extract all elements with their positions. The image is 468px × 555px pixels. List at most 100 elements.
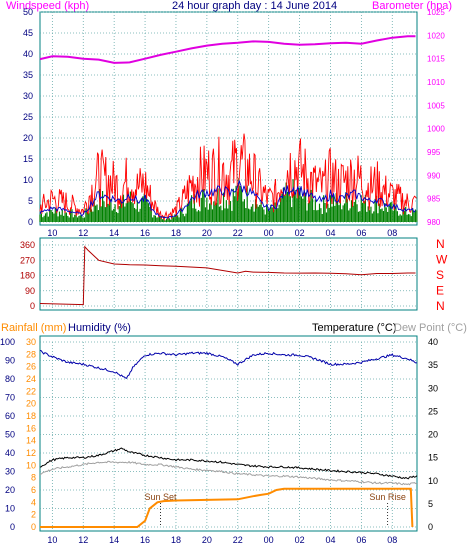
wind-axis-tick-label: 40	[23, 49, 33, 59]
compass-label: N	[436, 299, 445, 313]
rain-axis-tick-label: 26	[26, 362, 36, 372]
temperature-axis-tick-label: 40	[428, 337, 438, 347]
barometer-line	[39, 35, 416, 64]
temperature-axis-tick-label: 30	[428, 383, 438, 393]
wind-x-tick-label: 12	[78, 228, 88, 238]
temperature-axis-tick-label: 15	[428, 453, 438, 463]
temperature-x-tick-label: 06	[356, 535, 366, 545]
direction-axis-tick-label: 0	[30, 301, 35, 311]
barometer-axis-title: Barometer (hpa)	[372, 0, 452, 12]
wind-x-tick-label: 22	[233, 228, 243, 238]
humidity-axis-tick-label: 30	[5, 467, 15, 477]
wind-axis-tick-label: 25	[23, 112, 33, 122]
rain-axis-tick-label: 0	[31, 522, 36, 532]
direction-axis-tick-label: 360	[20, 240, 35, 250]
wind-x-tick-label: 08	[387, 228, 397, 238]
compass-label: W	[436, 253, 448, 267]
humidity-axis-tick-label: 60	[5, 411, 15, 421]
rainfall-axis-title: Rainfall (mm)	[1, 322, 66, 334]
direction-axis-tick-label: 180	[20, 271, 35, 281]
wind-axis-tick-label: 45	[23, 28, 33, 38]
humidity-axis-tick-label: 90	[5, 356, 15, 366]
rainfall-line	[40, 487, 414, 528]
barometer-axis-tick-label: 1000	[427, 125, 445, 134]
temperature-x-tick-label: 18	[171, 535, 181, 545]
temperature-x-tick-label: 02	[295, 535, 305, 545]
temperature-x-tick-label: 12	[78, 535, 88, 545]
rain-axis-tick-label: 2	[31, 510, 36, 520]
wind-axis-tick-label: 20	[23, 133, 33, 143]
temperature-axis-tick-label: 35	[428, 360, 438, 370]
wind-axis-tick-label: 15	[23, 154, 33, 164]
barometer-axis-tick-label: 1025	[427, 8, 445, 17]
humidity-axis-tick-label: 20	[5, 485, 15, 495]
humidity-axis-tick-label: 80	[5, 374, 15, 384]
rain-axis-tick-label: 14	[26, 436, 36, 446]
barometer-axis-tick-label: 1005	[427, 101, 445, 110]
chart-title: 24 hour graph day : 14 June 2014	[172, 0, 337, 12]
wind-x-tick-label: 14	[109, 228, 119, 238]
rain-axis-tick-label: 12	[26, 448, 36, 458]
compass-label: N	[436, 237, 445, 251]
dewpoint-line	[39, 460, 418, 486]
wind-x-tick-label: 00	[264, 228, 274, 238]
rain-axis-tick-label: 20	[26, 399, 36, 409]
rain-axis-tick-label: 16	[26, 423, 36, 433]
rain-axis-tick-label: 18	[26, 411, 36, 421]
sunset-label: Sun Set	[145, 492, 178, 502]
rain-axis-tick-label: 28	[26, 349, 36, 359]
rain-axis-tick-label: 24	[26, 374, 36, 384]
temperature-axis-tick-label: 10	[428, 476, 438, 486]
temperature-x-tick-label: 20	[202, 535, 212, 545]
barometer-axis-tick-label: 980	[427, 218, 441, 227]
direction-axis-tick-label: 270	[20, 255, 35, 265]
humidity-line	[39, 349, 418, 379]
windspeed-axis-title: Windspeed (kph)	[6, 0, 89, 12]
temperature-x-tick-label: 16	[140, 535, 150, 545]
temperature-x-tick-label: 04	[325, 535, 335, 545]
dewpoint-axis-title: Dew Point (°C)	[394, 322, 467, 334]
temperature-panel-frame	[39, 335, 418, 532]
temperature-x-tick-label: 08	[387, 535, 397, 545]
wind-axis-tick-label: 10	[23, 175, 33, 185]
rain-axis-tick-label: 22	[26, 386, 36, 396]
wind-x-tick-label: 02	[295, 228, 305, 238]
temperature-axis-title: Temperature (°C)	[312, 322, 396, 334]
barometer-axis-tick-label: 1020	[427, 31, 445, 40]
wind-x-tick-label: 04	[325, 228, 335, 238]
rain-axis-tick-label: 8	[31, 473, 36, 483]
direction-axis-tick-label: 90	[25, 286, 35, 296]
temperature-x-tick-label: 14	[109, 535, 119, 545]
temperature-x-tick-label: 10	[47, 535, 57, 545]
temperature-axis-tick-label: 25	[428, 406, 438, 416]
windspeed-line	[39, 133, 417, 222]
humidity-axis-tick-label: 70	[5, 393, 15, 403]
rain-axis-tick-label: 6	[31, 485, 36, 495]
temperature-axis-tick-label: 5	[428, 499, 433, 509]
humidity-axis-tick-label: 0	[10, 522, 15, 532]
sunrise-label: Sun Rise	[369, 492, 406, 502]
humidity-axis-tick-label: 50	[5, 430, 15, 440]
wind-direction-line	[39, 245, 416, 306]
compass-label: E	[436, 284, 444, 298]
wind-axis-tick-label: 5	[28, 196, 33, 206]
direction-panel-frame	[39, 237, 418, 311]
rain-axis-tick-label: 30	[26, 337, 36, 347]
wind-x-tick-label: 10	[47, 228, 57, 238]
humidity-axis-tick-label: 10	[5, 504, 15, 514]
wind-x-tick-label: 06	[356, 228, 366, 238]
wind-x-tick-label: 20	[202, 228, 212, 238]
barometer-axis-tick-label: 985	[427, 195, 441, 204]
temperature-axis-tick-label: 0	[428, 522, 433, 532]
temperature-line	[39, 447, 418, 480]
barometer-axis-tick-label: 995	[427, 148, 441, 157]
wind-x-tick-label: 16	[140, 228, 150, 238]
rain-axis-tick-label: 4	[31, 497, 36, 507]
temperature-x-tick-label: 22	[233, 535, 243, 545]
wind-axis-tick-label: 30	[23, 91, 33, 101]
compass-label: S	[436, 268, 444, 282]
barometer-axis-tick-label: 990	[427, 171, 441, 180]
wind-axis-tick-label: 35	[23, 70, 33, 80]
humidity-axis-title: Humidity (%)	[68, 322, 131, 334]
humidity-axis-tick-label: 40	[5, 448, 15, 458]
